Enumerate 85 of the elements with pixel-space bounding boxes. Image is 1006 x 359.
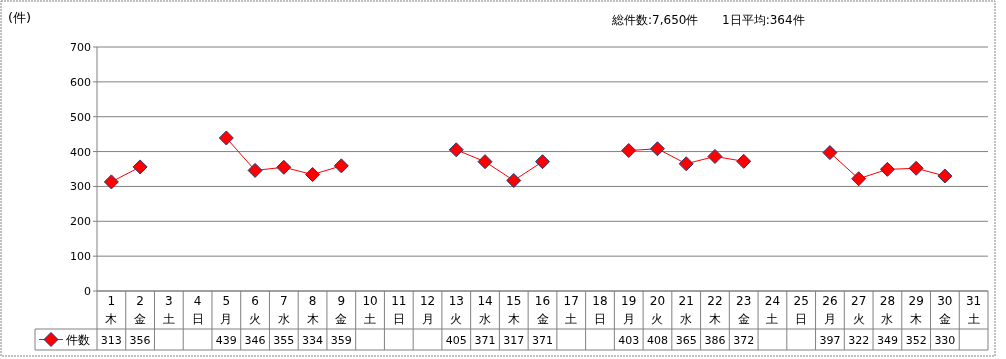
x-tick-label: 10 土 <box>362 294 378 326</box>
text: 1日平均:364件 <box>722 13 805 27</box>
x-tick-label: 13 火 <box>448 294 464 326</box>
point <box>477 154 493 170</box>
point <box>448 142 464 158</box>
x-tick-label: 5 月 <box>220 294 233 326</box>
y-tick-label: 300 <box>70 180 91 194</box>
point <box>851 171 867 187</box>
x-tick-label: 19 月 <box>621 294 637 326</box>
x-tick-label: 20 火 <box>649 294 666 326</box>
point <box>218 130 234 146</box>
x-tick-label: 1 木 <box>105 294 118 326</box>
x-tick-label: 31 土 <box>965 294 982 326</box>
data-label: 403 <box>618 334 640 347</box>
data-label: 371 <box>532 334 553 347</box>
x-tick-label: 16 金 <box>534 294 551 326</box>
point <box>736 153 752 169</box>
data-label: 352 <box>905 334 927 347</box>
point <box>333 158 349 174</box>
data-label: 313 <box>100 334 122 347</box>
data-label: 397 <box>819 334 841 347</box>
data-label: 408 <box>646 334 668 347</box>
data-label: 405 <box>445 334 467 347</box>
x-tick-label: 21 水 <box>678 294 694 326</box>
point <box>132 159 148 175</box>
x-tick-label: 22 木 <box>707 294 723 326</box>
point <box>649 141 665 157</box>
point <box>908 160 924 176</box>
data-label: 359 <box>330 334 352 347</box>
point <box>305 167 321 183</box>
x-tick-label: 17 土 <box>563 294 579 326</box>
point <box>879 161 895 177</box>
point <box>506 173 522 188</box>
y-tick-label: 400 <box>70 145 91 159</box>
point <box>621 143 637 159</box>
x-tick-label: 11 日 <box>391 294 407 326</box>
x-tick-label: 14 水 <box>477 294 493 326</box>
x-tick-label: 18 日 <box>592 294 608 326</box>
point <box>822 145 838 161</box>
y-axis-title: (件) <box>8 10 32 25</box>
x-tick-label: 23 金 <box>736 294 752 326</box>
point <box>103 174 119 190</box>
x-tick-label: 6 火 <box>249 294 262 326</box>
x-tick-label: 2 金 <box>134 294 147 326</box>
data-label: 371 <box>474 334 496 347</box>
data-label: 386 <box>704 334 726 347</box>
legend-label: 件数 <box>66 332 90 347</box>
text: 総件数:7,650件 <box>611 13 699 27</box>
data-label: 334 <box>302 334 324 347</box>
x-tick-label: 8 木 <box>306 294 319 326</box>
y-tick-label: 100 <box>70 250 91 264</box>
data-label: 349 <box>876 334 898 347</box>
data-label: 439 <box>215 334 237 347</box>
x-tick-label: 30 金 <box>937 294 953 326</box>
x-tick-label: 9 金 <box>335 294 348 326</box>
point <box>535 154 550 170</box>
data-label: 330 <box>934 334 956 347</box>
x-tick-label: 27 火 <box>851 294 867 326</box>
point <box>276 159 292 175</box>
x-tick-label: 7 水 <box>277 294 290 326</box>
y-tick-label: 0 <box>84 285 91 298</box>
data-label: 365 <box>675 334 697 347</box>
x-tick-label: 25 日 <box>793 294 809 326</box>
data-label: 356 <box>129 334 151 347</box>
data-label: 346 <box>244 334 266 347</box>
x-tick-label: 26 月 <box>822 294 838 326</box>
point <box>937 168 953 184</box>
data-label: 372 <box>733 334 755 347</box>
x-tick-label: 3 土 <box>162 294 175 326</box>
x-tick-label: 28 水 <box>879 294 896 326</box>
x-tick-label: 15 木 <box>506 294 522 326</box>
point <box>707 148 723 164</box>
x-tick-label: 29 木 <box>908 294 924 326</box>
data-label: 322 <box>848 334 870 347</box>
y-tick-label: 200 <box>70 215 91 229</box>
point <box>678 156 694 172</box>
y-tick-label: 500 <box>70 110 91 124</box>
y-tick-label: 700 <box>70 41 91 54</box>
point <box>247 162 263 178</box>
data-label: 317 <box>503 334 525 347</box>
x-tick-label: 4 日 <box>191 294 204 326</box>
data-label: 355 <box>273 334 295 347</box>
x-tick-label: 24 土 <box>764 294 781 326</box>
x-tick-label: 12 月 <box>419 294 436 326</box>
y-tick-label: 600 <box>70 75 91 89</box>
